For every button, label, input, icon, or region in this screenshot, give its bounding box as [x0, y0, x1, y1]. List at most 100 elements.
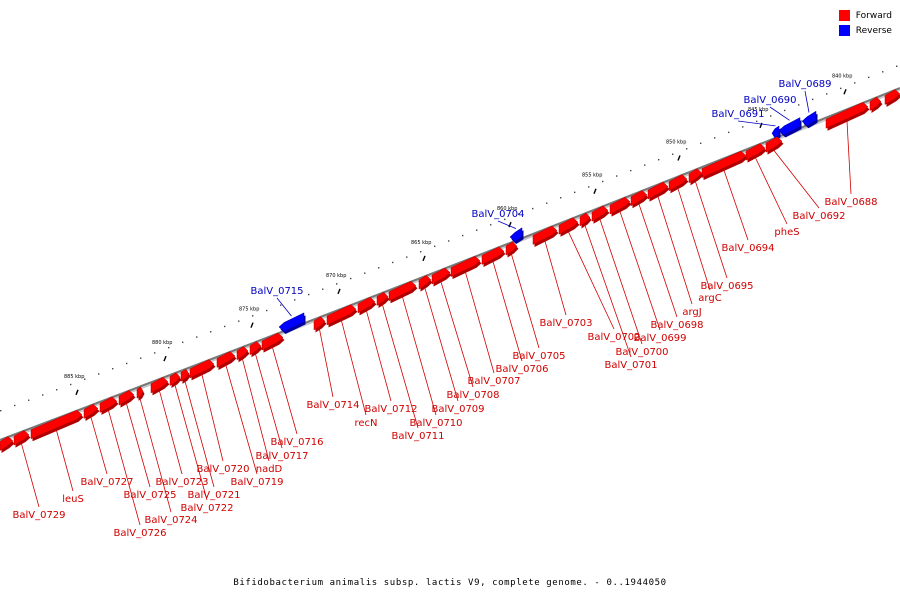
ruler-dot — [56, 389, 58, 391]
gene-connector — [366, 310, 392, 402]
gene-label: BalV_0706 — [495, 364, 548, 375]
gene-connector — [139, 398, 172, 513]
gene-connector — [21, 443, 40, 508]
gene-arrow — [609, 196, 632, 217]
gene-label: BalV_0720 — [196, 464, 249, 475]
gene-connector — [242, 359, 270, 462]
gene-arrow — [236, 346, 250, 363]
gene-label: BalV_0709 — [431, 404, 484, 415]
gene-connector — [619, 211, 661, 331]
gene-connector — [272, 347, 298, 435]
ruler-dot — [294, 299, 296, 301]
ruler-dot — [532, 207, 534, 210]
ruler-tick-label: 850 kbp — [666, 139, 686, 145]
gene-label: BalV_0729 — [12, 510, 65, 521]
legend-reverse-label: Reverse — [855, 25, 892, 36]
gene-label: pheS — [774, 227, 799, 238]
ruler-tick-label: 870 kbp — [326, 273, 346, 279]
ruler-dot — [252, 315, 254, 317]
gene-connector — [440, 281, 474, 388]
gene-arrow — [505, 241, 519, 258]
gene-label: BalV_0704 — [471, 209, 524, 220]
ruler-dot — [644, 164, 646, 166]
ruler-dot — [560, 197, 562, 199]
ruler-dot — [196, 336, 198, 338]
gene-arrow — [418, 275, 433, 292]
gene-label: BalV_0694 — [721, 243, 774, 254]
gene-label: BalV_0715 — [250, 286, 303, 297]
ruler-dot — [840, 87, 842, 90]
ruler-dot — [350, 277, 352, 280]
gene-label: BalV_0689 — [778, 79, 831, 90]
gene-connector — [511, 254, 540, 349]
gene-connector — [225, 365, 258, 475]
ruler-axis: 840 kbp 845 kbp 850 kbp 855 kbp 860 kbp 865 k… — [0, 65, 898, 412]
ruler-dot — [700, 142, 702, 145]
ruler-dot — [0, 410, 2, 412]
gene-arrow — [579, 212, 592, 229]
ruler-dot — [756, 120, 758, 123]
ruler-tick — [75, 389, 79, 396]
gene-label: argC — [698, 293, 721, 304]
ruler-dot — [462, 234, 464, 237]
ruler-tick-label: 840 kbp — [832, 73, 852, 79]
gene-arrow — [313, 316, 327, 333]
ruler-dot — [672, 153, 674, 155]
ruler-tick-label: 885 kbp — [64, 374, 84, 380]
ruler-tick — [422, 255, 426, 262]
gene-connector — [319, 329, 334, 398]
gene-connector — [465, 272, 495, 374]
ruler-dot — [686, 148, 688, 150]
ruler-tick-label: 845 kbp — [748, 107, 768, 113]
gene-arrow — [801, 110, 818, 129]
ruler-dot — [728, 131, 730, 134]
gene-connector — [402, 296, 437, 416]
ruler-dot — [588, 186, 590, 188]
ruler-dot — [14, 404, 16, 407]
gene-arrow — [83, 403, 100, 421]
gene-arrow-partial — [884, 89, 900, 108]
gene-label: BalV_0691 — [711, 109, 764, 120]
legend-forward-label: Forward — [855, 10, 892, 21]
gene-label: BalV_0719 — [230, 477, 283, 488]
gene-connector — [657, 196, 693, 305]
strand-legend: Forward Reverse — [838, 8, 892, 38]
ruler-dot — [770, 115, 772, 117]
ruler-dot — [406, 256, 408, 258]
ruler-dot — [868, 76, 870, 79]
gene-connector — [255, 353, 283, 449]
gene-connector — [773, 150, 820, 209]
gene-connector — [382, 304, 419, 429]
gene-connector — [846, 121, 852, 195]
ruler-dot — [490, 224, 492, 226]
gene-arrow — [771, 125, 781, 141]
ruler-dot — [42, 394, 44, 396]
gene-label: BalV_0710 — [409, 418, 462, 429]
ruler-tick-label: 865 kbp — [411, 240, 431, 246]
ruler-dot — [630, 169, 632, 172]
ruler-dot — [812, 98, 814, 101]
ruler-tick-label: 880 kbp — [152, 340, 172, 346]
ruler-dot — [784, 109, 786, 112]
gene-label: recN — [354, 418, 377, 429]
ruler-dot — [448, 240, 450, 242]
gene-connector — [584, 225, 632, 358]
ruler-tick-label: 855 kbp — [582, 173, 602, 179]
ruler-dot — [28, 399, 30, 401]
ruler-dot — [364, 272, 366, 274]
gene-arrow — [357, 296, 377, 316]
gene-connector — [201, 374, 224, 462]
ruler-dot — [714, 137, 716, 139]
gene-arrow — [99, 396, 119, 415]
gene-arrow — [169, 372, 182, 389]
genes-layer: BalV_0689 BalV_0690 BalV_0691 BalV_0688 BalV… — [0, 79, 900, 539]
gene-connector — [159, 390, 183, 475]
gene-arrow — [481, 246, 506, 267]
ruler-dot — [210, 331, 212, 333]
ruler-dot — [224, 325, 226, 328]
ruler-dot — [420, 251, 422, 253]
gene-arrow-partial — [0, 436, 15, 453]
gene-connector — [544, 241, 567, 316]
gene-label: BalV_0726 — [113, 528, 166, 539]
